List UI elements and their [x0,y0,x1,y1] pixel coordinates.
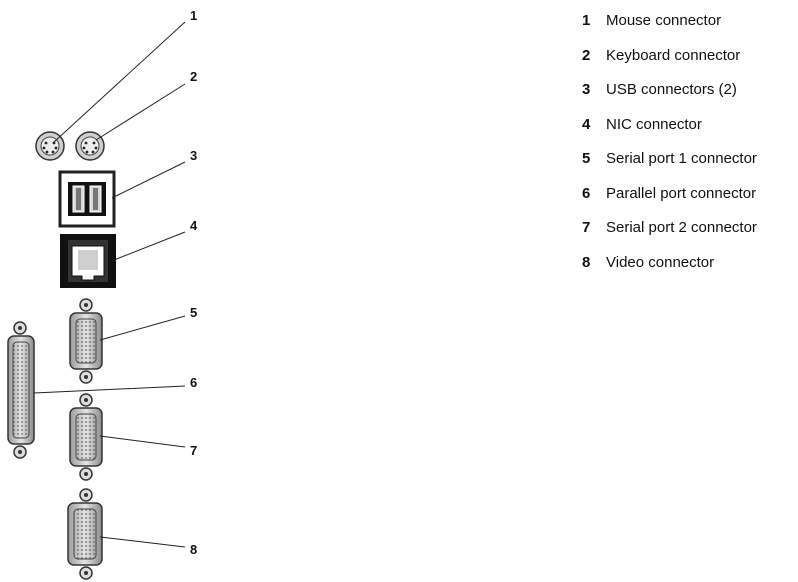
callout-number-4: 4 [190,218,198,233]
leader-line-2 [95,83,186,141]
keyboard-connector [75,131,105,161]
leader-line-6 [33,385,186,394]
legend-number: 3 [582,81,591,98]
legend-number: 2 [582,46,591,64]
legend-label: USB connectors (2) [606,81,737,98]
legend-number: 4 [582,115,591,133]
legend-label: Keyboard connector [606,46,741,64]
legend-item: 7 Serial port 2 connector [582,219,796,254]
legend-label: Mouse connector [606,12,722,29]
legend-number: 1 [582,12,591,29]
callout-number-3: 3 [190,148,197,163]
leader-line-8 [99,536,186,548]
legend-label: Video connector [606,253,715,271]
legend-item: 4 NIC connector [582,116,796,151]
legend-item: 2 Keyboard connector [582,47,796,82]
usb-connectors [58,170,116,228]
legend-label: NIC connector [606,115,702,133]
callout-number-5: 5 [190,305,197,320]
leader-line-7 [99,435,186,448]
legend-item: 6 Parallel port connector [582,185,796,220]
legend-label: Parallel port connector [606,184,757,202]
legend-item: 8 Video connector [582,254,796,289]
leader-line-4 [113,231,186,261]
parallel-port-connector [7,321,35,459]
connector-diagram: 1 2 3 4 5 6 7 8 [7,8,198,580]
legend-label: Serial port 1 connector [606,150,757,167]
legend-item: 1 Mouse connector [582,12,796,47]
leader-line-1 [53,21,186,143]
legend-number: 5 [582,150,591,167]
serial-port-2-connector [69,393,103,481]
callout-number-7: 7 [190,443,197,458]
serial-port-1-connector [69,298,103,384]
callout-number-2: 2 [190,69,197,84]
legend-item: 3 USB connectors (2) [582,81,796,116]
legend-item: 5 Serial port 1 connector [582,150,796,185]
legend: 1 Mouse connector 2 Keyboard connector 3… [582,12,796,288]
leader-line-5 [99,315,186,341]
legend-number: 8 [582,253,591,271]
legend-number: 6 [582,184,591,202]
callout-number-6: 6 [190,375,197,390]
legend-label: Serial port 2 connector [606,219,757,236]
legend-number: 7 [582,219,591,236]
callout-number-8: 8 [190,542,197,557]
leader-line-3 [111,161,186,199]
nic-connector [60,234,116,288]
callout-number-1: 1 [190,8,197,23]
video-connector [67,488,103,580]
